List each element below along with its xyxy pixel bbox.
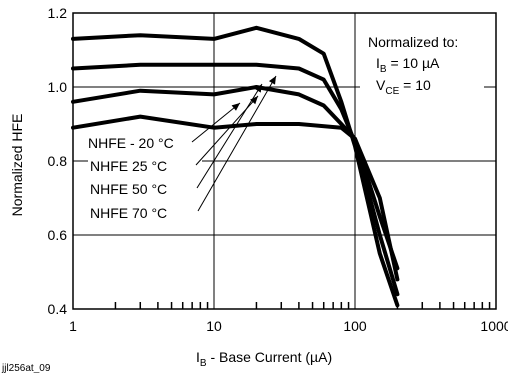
legend-arrow-line (196, 83, 263, 189)
y-tick-labels: 0.4 0.6 0.8 1.0 1.2 (48, 5, 68, 317)
legend-label-bg (88, 204, 202, 222)
legend: NHFE - 20 °C NHFE 25 °C NHFE 50 °C NHFE 70 … (86, 75, 277, 222)
legend-label: NHFE 50 °C (90, 181, 167, 197)
series-line-2 (71, 62, 400, 297)
series-line-1 (71, 85, 400, 282)
x-tick-label: 1000 (480, 318, 508, 334)
y-tick-label: 1.2 (48, 5, 68, 21)
annotation-line-1: Normalized to: (368, 34, 458, 50)
series-line-3 (71, 25, 400, 308)
y-tick-label: 0.4 (48, 301, 68, 317)
x-tick-labels: 1 10 100 1000 (69, 318, 508, 334)
x-tick-label: 100 (343, 318, 367, 334)
figure-id: jjl256at_09 (1, 363, 51, 373)
minor-ticks (114, 302, 491, 309)
legend-arrow-head (250, 96, 258, 105)
legend-label-bg (88, 157, 202, 175)
legend-arrow-head (268, 76, 276, 85)
y-tick-label: 0.6 (48, 227, 68, 243)
plot-frame (72, 12, 497, 310)
y-tick-label: 0.8 (48, 153, 68, 169)
legend-label: NHFE 25 °C (90, 158, 167, 174)
x-axis-label: IB - Base Current (µA) (196, 349, 332, 369)
legend-arrow-head (231, 103, 240, 111)
x-tick-label: 10 (206, 318, 222, 334)
legend-label-bg (88, 180, 202, 198)
y-axis-label: Normalized HFE (9, 114, 25, 217)
series-layer (71, 25, 400, 308)
legend-label: NHFE - 20 °C (88, 135, 174, 151)
x-tick-label: 1 (69, 318, 77, 334)
y-tick-label: 1.0 (48, 79, 68, 95)
annotation-line-3: VCE = 10 (376, 77, 431, 97)
legend-label: NHFE 70 °C (90, 205, 167, 221)
series-line-0 (71, 114, 400, 271)
legend-arrow-line (191, 102, 241, 143)
legend-label-bg (86, 134, 200, 152)
annotation-line-2: IB = 10 µA (376, 55, 440, 75)
legend-arrow-line (195, 95, 259, 166)
annotation-background (360, 34, 484, 96)
legend-arrow-line (197, 75, 277, 212)
legend-arrow-head (254, 84, 262, 93)
